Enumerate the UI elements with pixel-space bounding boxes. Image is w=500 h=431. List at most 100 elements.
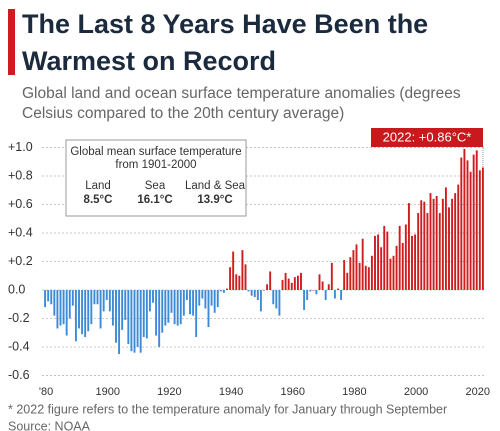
bar bbox=[457, 184, 460, 290]
bar bbox=[78, 289, 80, 329]
bar bbox=[259, 289, 262, 312]
bar bbox=[96, 289, 99, 305]
bar bbox=[189, 289, 191, 315]
bar bbox=[272, 289, 275, 305]
bar bbox=[312, 289, 315, 291]
bar bbox=[50, 289, 53, 305]
bar bbox=[44, 289, 47, 308]
bar bbox=[293, 277, 296, 290]
y-tick-label: -0.2 bbox=[8, 311, 30, 325]
bar bbox=[111, 289, 114, 326]
source: Source: NOAA bbox=[8, 419, 91, 431]
bar bbox=[327, 284, 330, 290]
bar bbox=[59, 289, 62, 326]
bar bbox=[229, 267, 232, 290]
bar bbox=[115, 289, 117, 343]
bar bbox=[170, 289, 173, 313]
inset-label: Sea bbox=[145, 180, 166, 192]
bar bbox=[401, 242, 404, 290]
bar bbox=[340, 289, 343, 300]
bar bbox=[195, 289, 198, 337]
bar bbox=[352, 250, 355, 290]
bar bbox=[284, 272, 287, 290]
x-tick-label: 1980 bbox=[342, 386, 366, 398]
bar bbox=[182, 289, 185, 316]
bar bbox=[47, 289, 50, 302]
bar bbox=[81, 289, 84, 335]
bar bbox=[460, 157, 463, 290]
bar bbox=[148, 289, 151, 312]
bar bbox=[404, 224, 407, 290]
bar bbox=[290, 282, 293, 290]
x-tick-label: 2020 bbox=[466, 386, 490, 398]
x-tick-label: 1960 bbox=[281, 386, 305, 398]
y-tick-label: 0.0 bbox=[8, 282, 25, 296]
bar bbox=[441, 198, 444, 290]
bar bbox=[118, 289, 121, 355]
x-tick-label: 1900 bbox=[96, 386, 120, 398]
bar bbox=[309, 289, 312, 292]
accent-bar bbox=[8, 9, 15, 75]
bar bbox=[139, 289, 142, 353]
x-tick-label: 1940 bbox=[219, 386, 243, 398]
bar bbox=[62, 289, 65, 325]
chart-subtitle: Global land and ocean surface temperatur… bbox=[22, 85, 461, 122]
bar bbox=[361, 238, 364, 290]
bar bbox=[266, 284, 269, 290]
bar bbox=[466, 160, 469, 290]
bar bbox=[198, 289, 201, 306]
bar bbox=[275, 289, 278, 309]
callout-text: 2022: +0.86°C* bbox=[383, 129, 472, 144]
bar bbox=[475, 150, 478, 290]
bar bbox=[226, 288, 228, 290]
bar bbox=[235, 274, 238, 290]
bar bbox=[370, 255, 373, 290]
x-tick-label: 1920 bbox=[157, 386, 181, 398]
bar bbox=[238, 275, 241, 290]
bar bbox=[364, 265, 367, 290]
bar bbox=[247, 289, 250, 292]
bar bbox=[333, 289, 336, 299]
bar bbox=[448, 207, 450, 290]
bar bbox=[300, 272, 302, 290]
bar bbox=[90, 289, 93, 325]
bar bbox=[127, 289, 130, 345]
bar bbox=[411, 235, 413, 290]
bar bbox=[429, 193, 432, 290]
bar bbox=[232, 251, 235, 290]
bar bbox=[145, 289, 148, 339]
bar bbox=[469, 171, 472, 290]
bar bbox=[377, 234, 380, 290]
bar bbox=[250, 289, 253, 296]
bar bbox=[454, 193, 457, 290]
bar bbox=[324, 289, 327, 300]
x-tick-label: '80 bbox=[39, 386, 53, 398]
bar bbox=[414, 234, 417, 290]
bar bbox=[56, 289, 59, 329]
bar bbox=[142, 289, 145, 337]
bar bbox=[395, 245, 398, 290]
bar bbox=[219, 289, 222, 292]
bar bbox=[87, 289, 90, 332]
bar bbox=[192, 289, 195, 316]
inset-label: Land & Sea bbox=[185, 180, 246, 192]
bar bbox=[179, 289, 182, 325]
bar bbox=[330, 262, 333, 290]
bar bbox=[303, 289, 306, 310]
bar bbox=[287, 278, 290, 290]
bar bbox=[398, 225, 401, 290]
y-tick-label: -0.6 bbox=[8, 368, 30, 382]
inset-value: 16.1°C bbox=[137, 194, 172, 206]
bar bbox=[321, 281, 324, 290]
footnote: * 2022 figure refers to the temperature … bbox=[8, 402, 447, 416]
bar bbox=[374, 235, 376, 290]
bar bbox=[152, 289, 154, 303]
callout-box bbox=[371, 128, 483, 147]
bar bbox=[133, 289, 136, 353]
bar bbox=[337, 288, 339, 290]
bar bbox=[105, 289, 108, 300]
bar bbox=[426, 213, 429, 290]
bar bbox=[263, 289, 265, 291]
bar bbox=[444, 187, 447, 290]
